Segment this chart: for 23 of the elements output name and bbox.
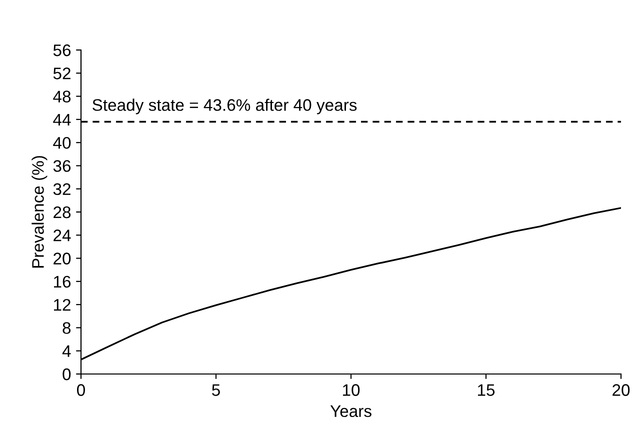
y-tick-label: 56 (53, 44, 71, 56)
y-tick-label: 40 (53, 136, 71, 149)
y-tick-label: 8 (62, 322, 71, 334)
y-tick-label: 24 (54, 230, 71, 242)
y-tick-label: 20 (54, 252, 71, 264)
y-tick-label: 28 (54, 206, 71, 218)
y-tick-label: 36 (53, 160, 71, 172)
y-tick-label: 12 (54, 298, 70, 311)
x-tick-label: 15 (478, 384, 495, 396)
x-tick-label: 5 (212, 384, 220, 396)
y-tick-label: 32 (53, 183, 70, 196)
y-tick-label: 44 (53, 114, 71, 126)
y-tick-label: 48 (53, 90, 71, 102)
ref-line-label: Steady state = 43.6% after 40 years (92, 98, 357, 114)
y-tick-label: 52 (53, 68, 70, 80)
y-tick-label: 0 (62, 368, 71, 380)
y-tick-label: 4 (62, 345, 71, 357)
x-axis-title: Years (330, 405, 372, 418)
x-tick-label: 0 (77, 384, 85, 396)
y-axis-title: Prevalence (%) (32, 156, 48, 268)
y-tick-label: 16 (54, 276, 71, 288)
x-tick-label: 20 (612, 384, 630, 396)
x-tick-label: 10 (343, 384, 360, 396)
